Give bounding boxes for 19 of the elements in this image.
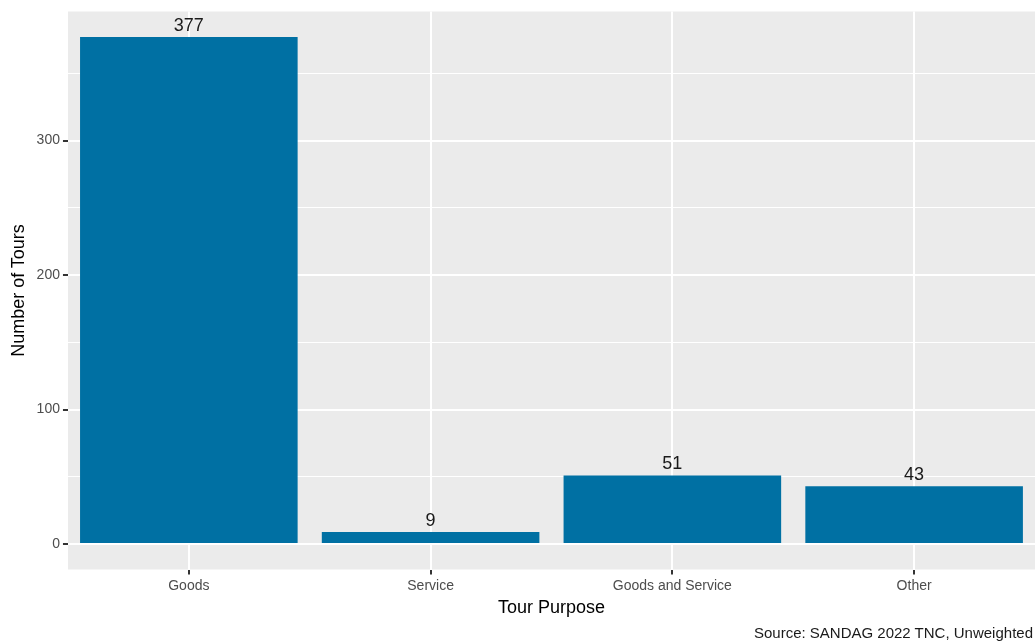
bar (80, 36, 298, 544)
data-label: 51 (662, 453, 683, 474)
x-tick-label: Service (407, 576, 455, 593)
x-tick-label: Goods and Service (612, 576, 733, 593)
data-label: 43 (904, 464, 925, 485)
y-tick-label: 0 (52, 534, 61, 551)
bar (563, 475, 782, 544)
bar (321, 531, 540, 544)
x-tick-label: Other (896, 576, 932, 593)
data-label: 377 (173, 14, 204, 35)
bar (805, 486, 1023, 544)
x-tick-label: Goods (168, 576, 210, 593)
data-label: 9 (425, 509, 436, 530)
y-tick-label: 100 (36, 400, 61, 417)
x-axis-title: Tour Purpose (497, 597, 606, 618)
source-note: Source: SANDAG 2022 TNC, Unweighted (753, 623, 1033, 641)
y-tick-label: 300 (36, 131, 61, 148)
y-axis-title: Number of Tours (7, 224, 28, 357)
y-tick-label: 200 (36, 265, 61, 282)
